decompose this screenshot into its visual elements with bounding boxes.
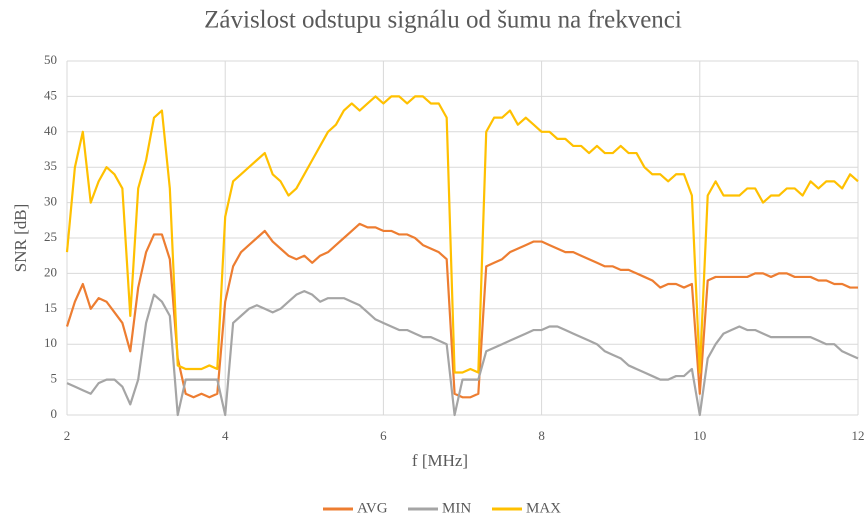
x-tick-label: 10: [693, 428, 706, 443]
x-tick-label: 6: [380, 428, 387, 443]
y-tick-label: 35: [44, 158, 57, 173]
legend-label: MAX: [526, 500, 561, 516]
line-series: [65, 95, 859, 374]
y-tick-label: 25: [44, 229, 57, 244]
plot: [65, 95, 859, 417]
line-series: [66, 290, 859, 417]
x-tick-label: 2: [64, 428, 71, 443]
y-tick-label: 30: [44, 194, 57, 209]
y-tick-label: 40: [44, 123, 57, 138]
y-tick-label: 50: [44, 52, 57, 67]
x-tick-label: 4: [222, 428, 229, 443]
legend-label: AVG: [357, 500, 388, 516]
line-series: [65, 222, 858, 399]
y-tick-label: 20: [44, 264, 57, 279]
y-tick-label: 0: [51, 406, 58, 421]
x-tick-label: 12: [852, 428, 865, 443]
y-tick-label: 15: [44, 300, 57, 315]
x-tick-label: 8: [538, 428, 545, 443]
chart-title: Závislost odstupu signálu od šumu na fre…: [204, 7, 682, 34]
y-axis-label: SNR [dB]: [11, 204, 30, 272]
y-tick-label: 5: [51, 371, 58, 386]
y-tick-label: 45: [44, 87, 57, 102]
grid: 0 5 10 15 20 25 30 35 40 45 50 2 4 6 8 10 12: [44, 52, 865, 443]
x-axis-label: f [MHz]: [412, 451, 468, 470]
legend: AVG MIN MAX: [323, 500, 561, 516]
legend-label: MIN: [442, 500, 471, 516]
y-tick-label: 10: [44, 335, 57, 350]
